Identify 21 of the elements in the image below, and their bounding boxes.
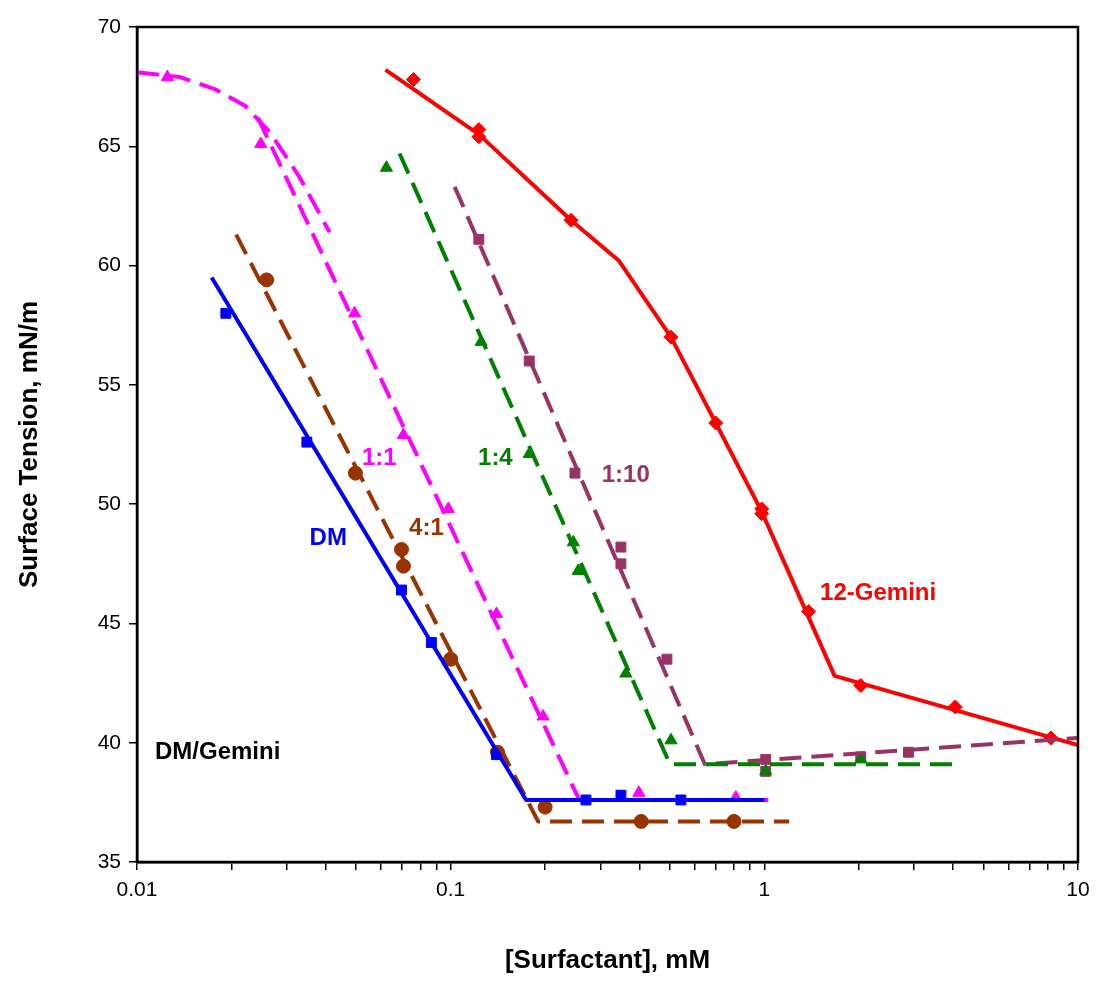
x-axis-title: [Surfactant], mM (504, 943, 711, 974)
y-tick-label: 50 (97, 490, 121, 514)
x-tick-label: 0.01 (116, 877, 158, 901)
y-tick-label: 60 (97, 252, 121, 276)
series-label: 1:4 (478, 443, 514, 471)
series-label: 12-Gemini (820, 578, 937, 606)
x-tick-label: 0.1 (436, 877, 466, 901)
series-label: 1:10 (601, 460, 650, 488)
y-tick-label: 70 (97, 13, 121, 37)
x-tick-label: 1 (758, 877, 771, 901)
x-tick-label: 10 (1066, 877, 1090, 901)
series-label: 4:1 (409, 512, 444, 540)
series-label: DM (309, 523, 347, 551)
y-tick-label: 40 (97, 729, 121, 753)
y-tick-label: 55 (97, 371, 121, 395)
annotation: DM/Gemini (155, 736, 281, 764)
y-tick-label: 35 (97, 848, 121, 872)
series-label: 1:1 (361, 443, 397, 471)
y-tick-label: 65 (97, 133, 121, 157)
y-tick-label: 45 (97, 610, 121, 634)
y-axis-title: Surface Tension, mN/m (12, 300, 43, 589)
